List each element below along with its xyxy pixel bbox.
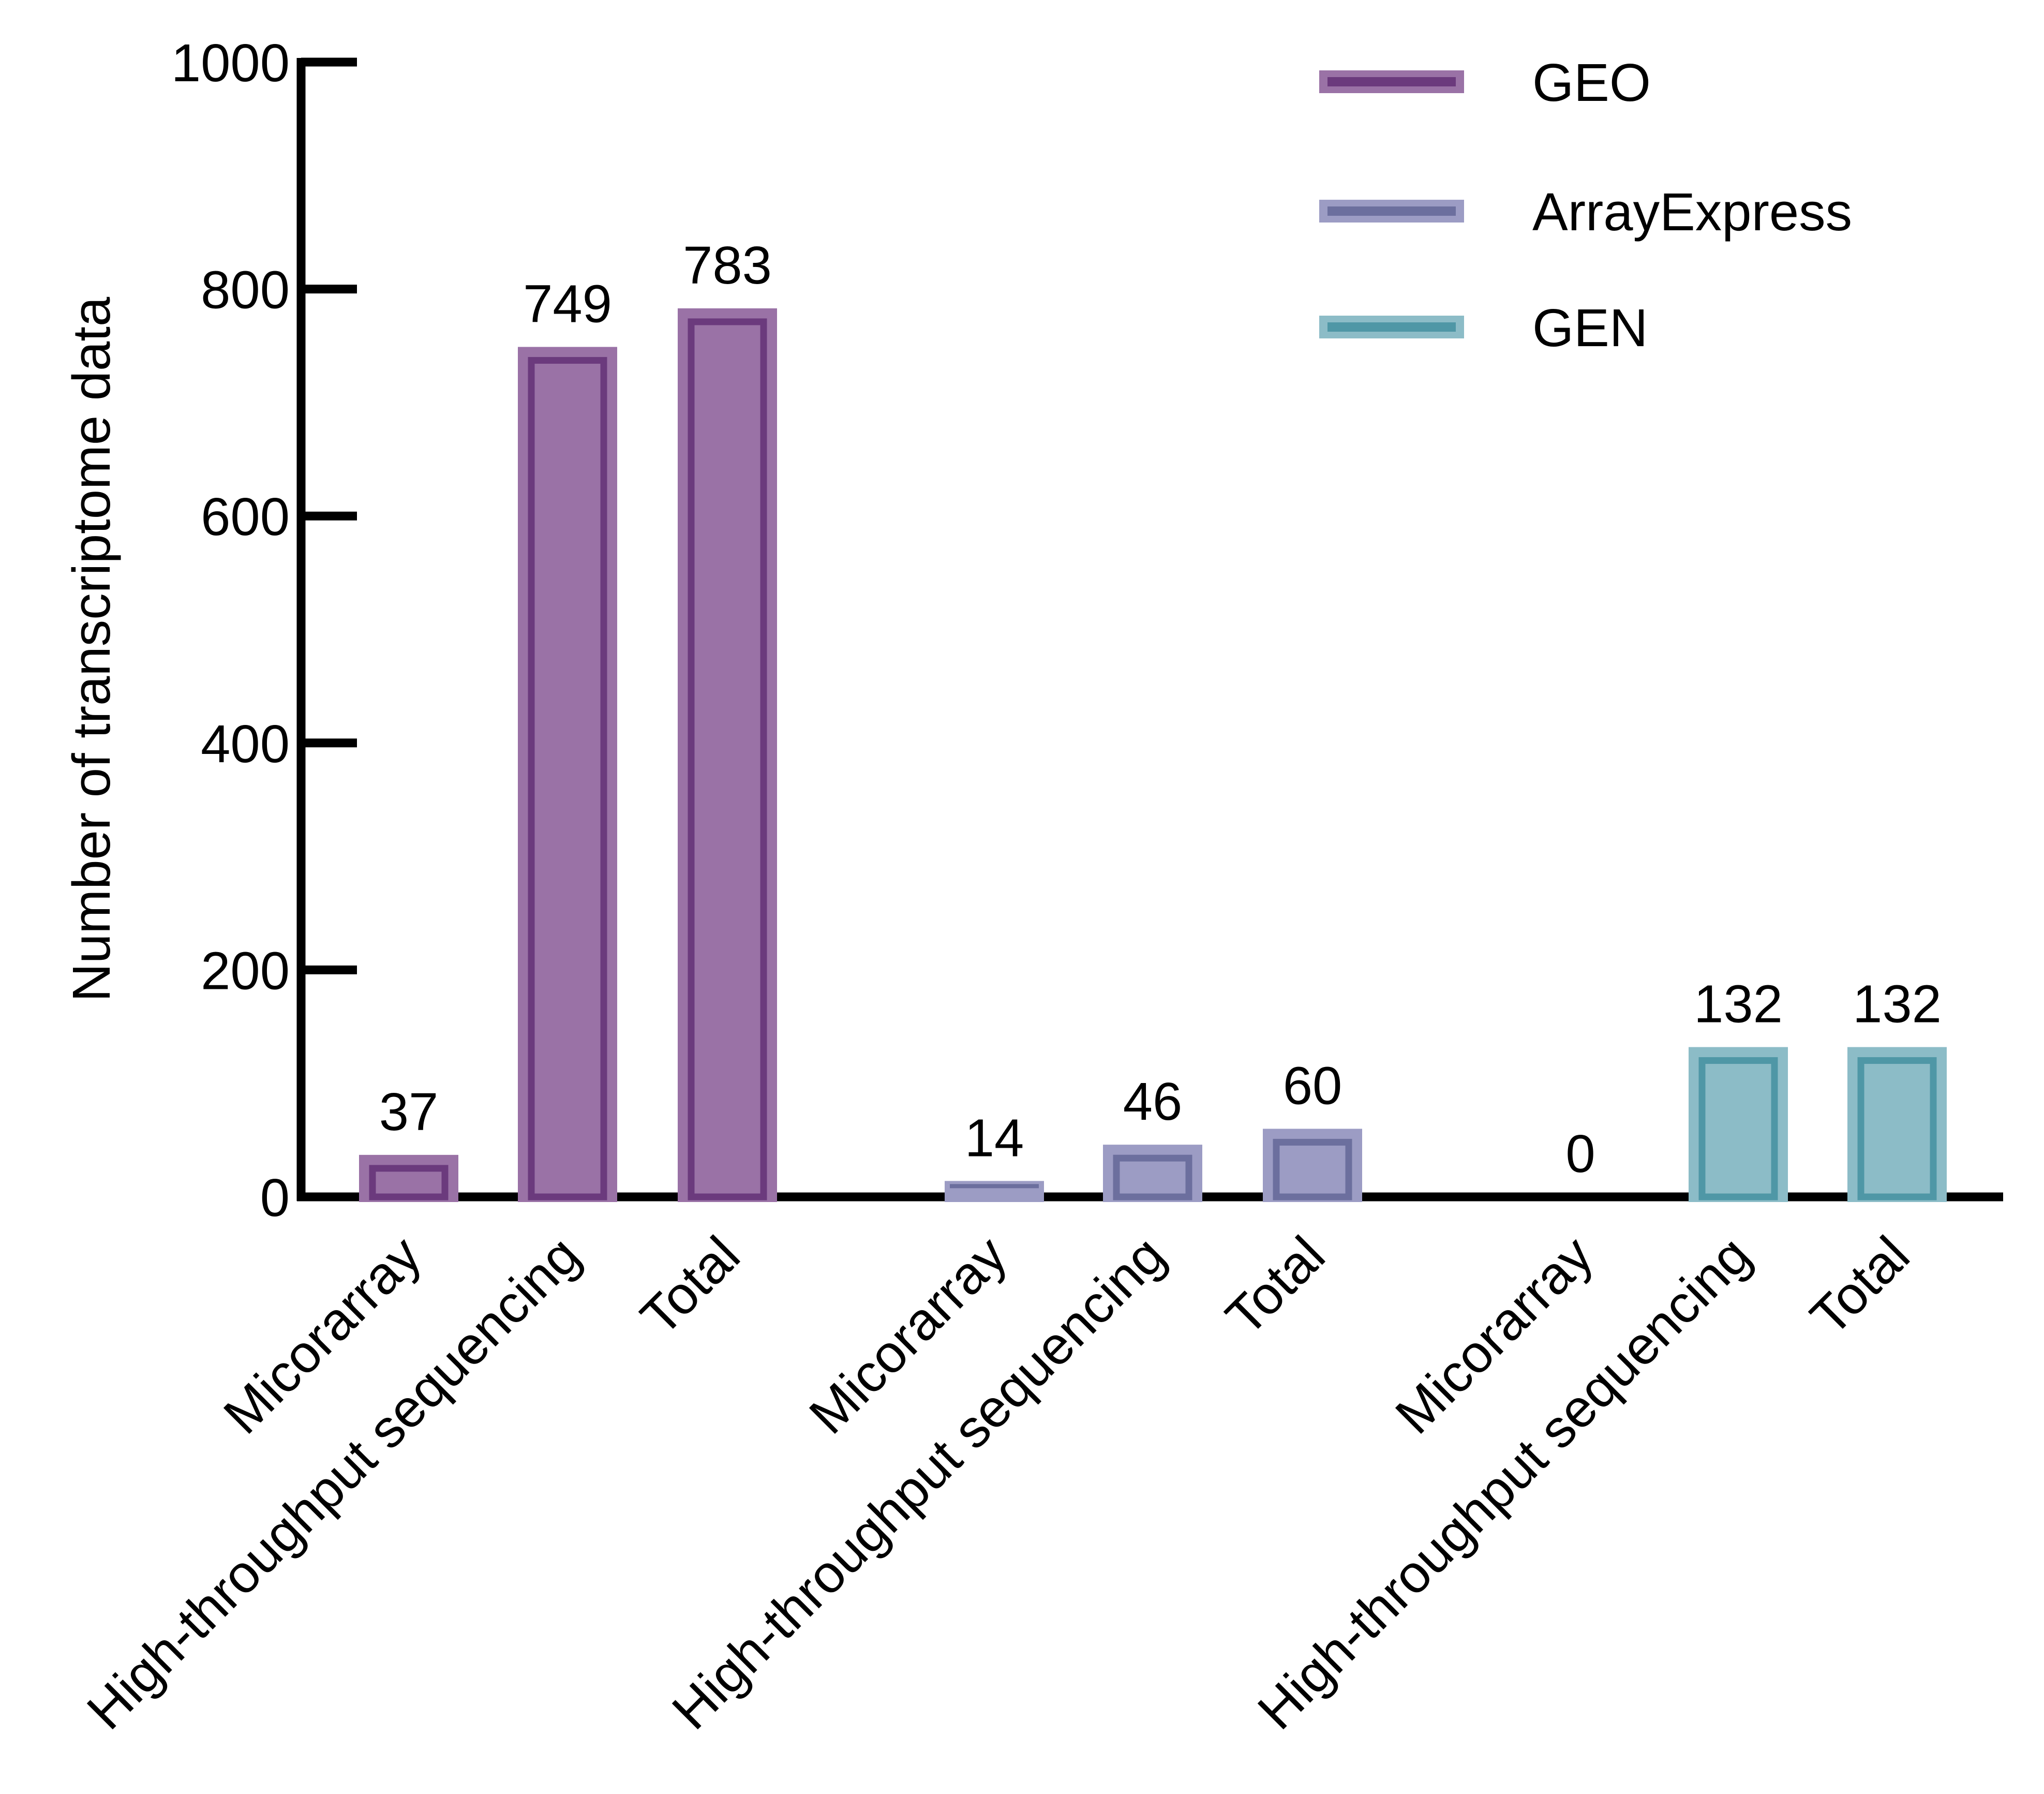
- x-tick-label: Total: [1214, 1225, 1336, 1346]
- bar-outline: [1698, 1057, 1778, 1200]
- data-label: 132: [1853, 974, 1942, 1034]
- data-label: 46: [1123, 1072, 1183, 1131]
- x-tick-label: Total: [629, 1225, 751, 1346]
- bar-outline: [688, 318, 767, 1200]
- y-axis-label: Number of transcriptome data: [62, 296, 121, 1002]
- bar-outline: [1857, 1057, 1937, 1200]
- data-label: 60: [1283, 1056, 1342, 1115]
- y-tick-label: 0: [260, 1168, 290, 1227]
- bar-outline: [369, 1165, 449, 1200]
- legend-label: ArrayExpress: [1532, 182, 1852, 242]
- bar: [1847, 1047, 1947, 1203]
- data-label: 0: [1565, 1124, 1595, 1183]
- legend-label: GEO: [1532, 53, 1651, 112]
- data-label: 783: [683, 235, 772, 295]
- data-label: 132: [1694, 974, 1783, 1034]
- bar: [518, 347, 617, 1202]
- y-tick-label: 800: [201, 260, 290, 320]
- bars: [359, 308, 1947, 1203]
- data-label: 14: [965, 1108, 1024, 1167]
- y-tick-label: 1000: [171, 33, 290, 93]
- data-label: 749: [523, 274, 612, 333]
- bar-outline: [1113, 1154, 1192, 1200]
- bar: [1689, 1047, 1788, 1203]
- data-label: 37: [379, 1082, 439, 1141]
- legend: GEO ArrayExpress GEN: [1319, 53, 1852, 358]
- y-tick-label: 400: [201, 714, 290, 774]
- bar: [678, 308, 777, 1202]
- x-tick-label: Total: [1799, 1225, 1920, 1346]
- bar-outline: [528, 357, 607, 1200]
- bar-outline: [1273, 1138, 1352, 1200]
- legend-label: GEN: [1532, 298, 1648, 358]
- y-tick-label: 200: [201, 941, 290, 1000]
- y-tick-label: 600: [201, 487, 290, 546]
